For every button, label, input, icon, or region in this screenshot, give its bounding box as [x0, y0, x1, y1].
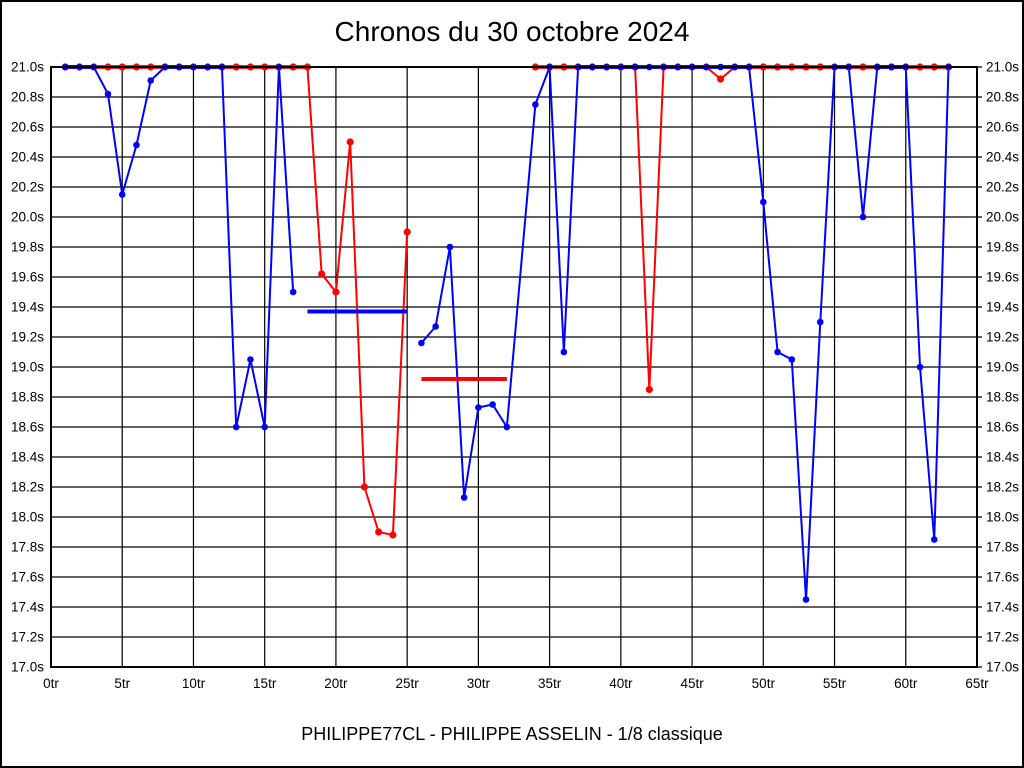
y-axis-label-left: 17.8s: [11, 540, 44, 555]
y-axis-label-left: 19.0s: [11, 360, 44, 375]
y-axis-label-left: 18.2s: [11, 480, 44, 495]
y-axis-label-right: 19.0s: [986, 360, 1019, 375]
grid-lines: [50, 66, 982, 668]
y-axis-label-right: 19.8s: [986, 240, 1019, 255]
red-series-markers: [61, 63, 953, 539]
y-axis-label-left: 17.0s: [11, 660, 44, 675]
x-axis-label: 50tr: [752, 676, 776, 691]
x-axis-label: 35tr: [538, 676, 562, 691]
y-axis-label-right: 20.4s: [986, 150, 1019, 165]
y-axis-label-left: 20.0s: [11, 210, 44, 225]
y-axis-label-left: 19.8s: [11, 240, 44, 255]
chart-caption: PHILIPPE77CL - PHILIPPE ASSELIN - 1/8 cl…: [301, 724, 723, 744]
chart-title: Chronos du 30 octobre 2024: [334, 16, 690, 47]
y-axis-label-left: 20.4s: [11, 150, 44, 165]
y-axis-label-left: 18.0s: [11, 510, 44, 525]
x-axis-label: 15tr: [253, 676, 277, 691]
y-axis-label-right: 17.8s: [986, 540, 1019, 555]
y-axis-label-right: 17.0s: [986, 660, 1019, 675]
y-axis-label-right: 17.6s: [986, 570, 1019, 585]
blue-series-line: [63, 65, 950, 601]
y-axis-label-right: 18.2s: [986, 480, 1019, 495]
y-axis-label-left: 17.4s: [11, 600, 44, 615]
y-axis-label-right: 20.2s: [986, 180, 1019, 195]
x-axis-label: 5tr: [114, 676, 130, 691]
y-axis-label-left: 18.6s: [11, 420, 44, 435]
plot-border: [50, 66, 978, 668]
x-axis-labels: 0tr 5tr 10tr 15tr 20tr 25tr 30tr 35tr 40tr 45tr 50…: [43, 676, 989, 691]
y-axis-labels: 21.0s 21.0s 20.8s 20.8s 20.6s 20.6s 20.4s 20.4s…: [11, 60, 1019, 675]
y-axis-label-right: 20.8s: [986, 90, 1019, 105]
x-axis-label: 60tr: [894, 676, 918, 691]
y-axis-label-right: 18.4s: [986, 450, 1019, 465]
y-axis-label-left: 18.8s: [11, 390, 44, 405]
y-axis-label-right: 19.2s: [986, 330, 1019, 345]
x-axis-label: 0tr: [43, 676, 59, 691]
x-axis-label: 45tr: [680, 676, 704, 691]
y-axis-label-right: 20.0s: [986, 210, 1019, 225]
y-axis-label-right: 19.4s: [986, 300, 1019, 315]
y-axis-label-left: 18.4s: [11, 450, 44, 465]
y-axis-label-right: 21.0s: [986, 60, 1019, 75]
blue-series-markers: [61, 63, 952, 603]
y-axis-label-left: 19.6s: [11, 270, 44, 285]
y-axis-label-left: 20.8s: [11, 90, 44, 105]
x-axis-label: 40tr: [609, 676, 633, 691]
x-axis-label: 55tr: [823, 676, 847, 691]
y-axis-label-left: 17.2s: [11, 630, 44, 645]
y-axis-label-left: 21.0s: [11, 60, 44, 75]
y-axis-label-left: 19.2s: [11, 330, 44, 345]
x-axis-label: 65tr: [965, 676, 989, 691]
y-axis-label-right: 18.6s: [986, 420, 1019, 435]
y-axis-label-left: 20.6s: [11, 120, 44, 135]
y-axis-label-right: 17.4s: [986, 600, 1019, 615]
x-axis-label: 30tr: [467, 676, 491, 691]
y-axis-label-right: 18.0s: [986, 510, 1019, 525]
x-axis-label: 25tr: [396, 676, 420, 691]
y-axis-label-right: 18.8s: [986, 390, 1019, 405]
y-axis-label-right: 20.6s: [986, 120, 1019, 135]
x-axis-label: 20tr: [324, 676, 348, 691]
x-axis-label: 10tr: [182, 676, 206, 691]
y-axis-label-right: 17.2s: [986, 630, 1019, 645]
y-axis-label-right: 19.6s: [986, 270, 1019, 285]
y-axis-label-left: 17.6s: [11, 570, 44, 585]
y-axis-label-left: 20.2s: [11, 180, 44, 195]
y-axis-label-left: 19.4s: [11, 300, 44, 315]
red-series-line: [63, 65, 951, 536]
